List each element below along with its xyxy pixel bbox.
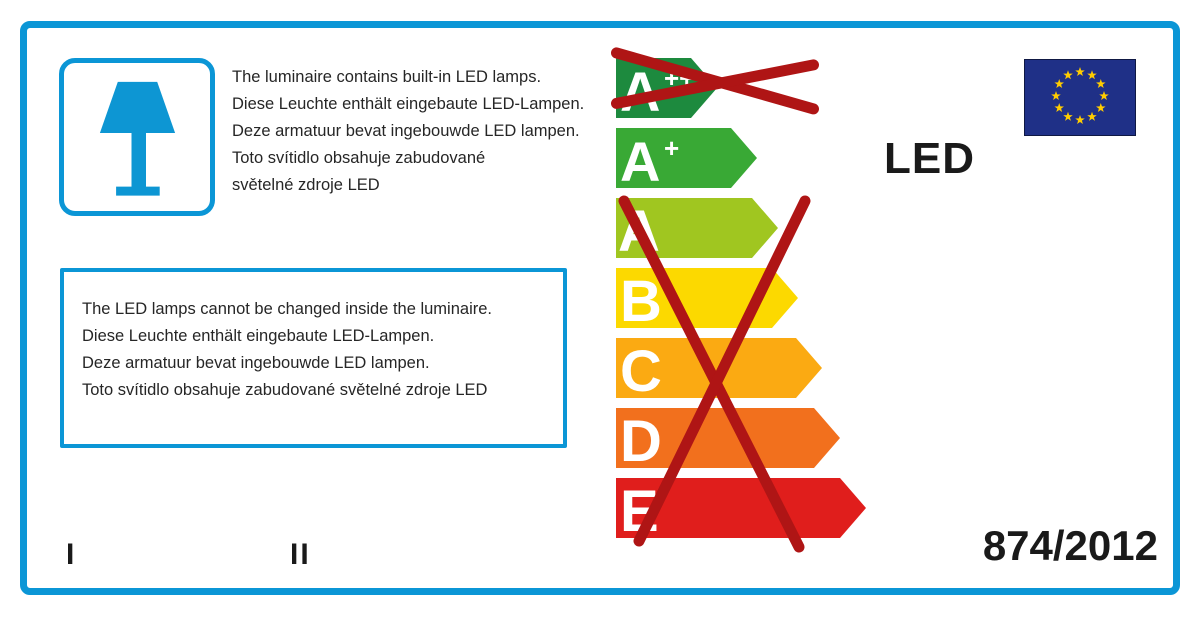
svg-text:B: B — [620, 269, 662, 334]
svg-text:C: C — [620, 339, 662, 404]
svg-text:D: D — [620, 409, 662, 474]
svg-text:A: A — [620, 130, 660, 193]
svg-text:+: + — [664, 133, 679, 163]
